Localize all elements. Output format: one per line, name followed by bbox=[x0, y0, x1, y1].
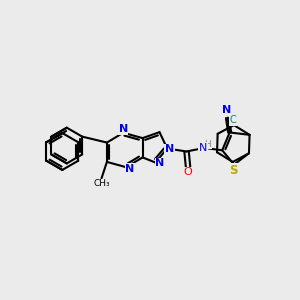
Text: CH₃: CH₃ bbox=[93, 179, 110, 188]
Text: O: O bbox=[184, 167, 192, 177]
Text: N: N bbox=[222, 105, 231, 115]
Text: N: N bbox=[118, 124, 128, 134]
Text: C: C bbox=[230, 115, 236, 125]
Text: N: N bbox=[199, 143, 207, 153]
Text: H: H bbox=[205, 140, 211, 149]
Text: N: N bbox=[155, 158, 164, 168]
Text: N: N bbox=[165, 144, 174, 154]
Text: S: S bbox=[229, 164, 238, 177]
Text: N: N bbox=[125, 164, 134, 174]
